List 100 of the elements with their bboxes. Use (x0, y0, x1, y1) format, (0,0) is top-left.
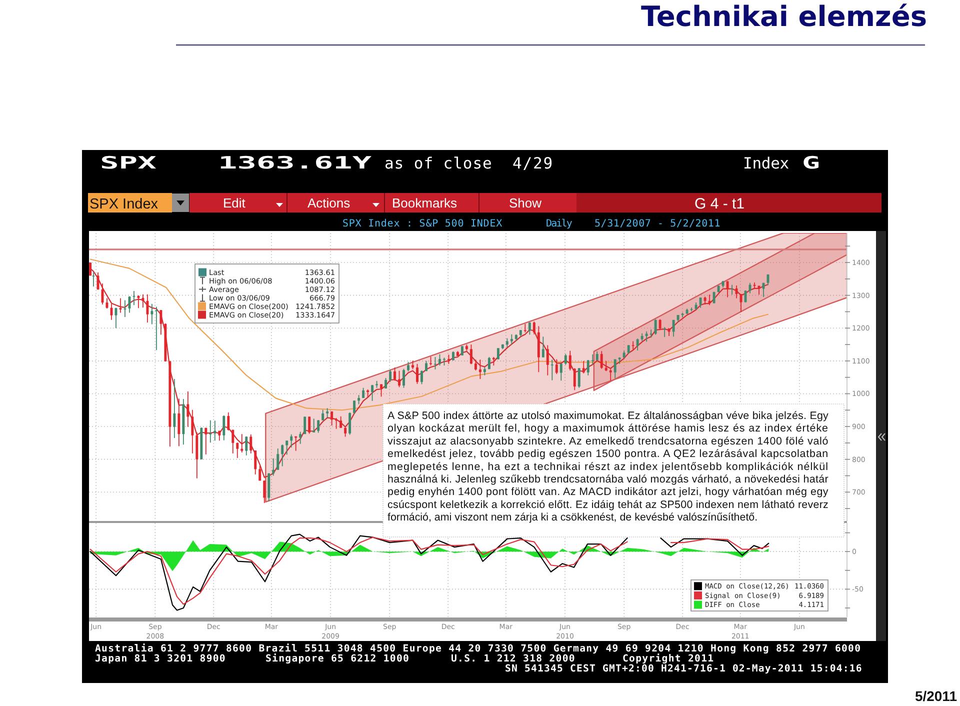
candlestick (614, 358, 616, 379)
text: SPX (100, 152, 156, 173)
candlestick (555, 358, 558, 374)
candlestick (542, 336, 544, 358)
candlestick (160, 310, 162, 336)
candlestick (344, 426, 347, 438)
line-series (90, 258, 769, 411)
text: G 4 - t1 (694, 196, 745, 212)
candlestick (600, 350, 603, 370)
candlestick (281, 444, 284, 467)
candlestick (371, 384, 374, 402)
text: Actions (308, 196, 351, 210)
candlestick (308, 416, 311, 434)
candlestick (492, 356, 495, 366)
candlestick (650, 328, 652, 338)
text: SN 541345 CEST GMT+2:00 H241-716-1 02-May-2011 15:04:16 (505, 664, 862, 674)
candlestick (150, 303, 154, 325)
candlestick (304, 416, 306, 435)
candlestick (322, 409, 324, 421)
text: Singapore 65 6212 1000 (266, 654, 410, 664)
candlestick (416, 363, 418, 384)
candlestick (546, 344, 549, 376)
candlestick (232, 429, 234, 454)
text: Daily (546, 218, 572, 230)
candlestick (654, 318, 657, 336)
candlestick (114, 307, 118, 329)
candlestick (196, 432, 198, 479)
candlestick (358, 394, 360, 405)
candlestick (209, 420, 212, 444)
candlestick (524, 323, 526, 333)
text: 5/2011 (914, 688, 958, 704)
candlestick (119, 298, 122, 314)
candlestick (348, 412, 352, 436)
text: U.S. 1 212 318 2000 (451, 654, 576, 664)
text: Copyright 2011 (622, 654, 714, 664)
candlestick (254, 450, 257, 475)
candlestick (582, 360, 585, 374)
candlestick (362, 387, 365, 398)
candlestick (645, 330, 648, 342)
candlestick (568, 350, 572, 371)
text: 5/31/2007 - 5/2/2011 (594, 218, 721, 230)
candlestick (276, 448, 280, 470)
candlestick (263, 480, 266, 504)
candlestick (155, 306, 158, 351)
candlestick (438, 354, 441, 366)
candlestick (420, 370, 423, 385)
candlestick (290, 434, 293, 448)
candlestick (335, 418, 338, 430)
candlestick (550, 359, 554, 381)
candlestick (394, 367, 396, 382)
candlestick (636, 338, 639, 351)
text: Edit (223, 196, 246, 210)
candlestick (272, 458, 275, 476)
candlestick (222, 414, 226, 441)
candlestick (178, 398, 180, 447)
candlestick (186, 390, 190, 428)
candlestick (478, 359, 482, 380)
candlestick (604, 360, 608, 372)
candlestick (312, 418, 316, 433)
candlestick (586, 359, 590, 376)
candlestick (110, 303, 113, 320)
candlestick (245, 436, 248, 456)
candlestick (573, 368, 576, 391)
candlestick (137, 294, 140, 309)
candlestick (124, 300, 126, 318)
candlestick (447, 354, 450, 364)
candlestick (474, 359, 477, 371)
candlestick (672, 319, 675, 338)
candlestick (146, 294, 149, 323)
candlestick (532, 321, 536, 335)
candlestick (128, 296, 131, 314)
text: Index (743, 154, 790, 172)
candlestick (460, 346, 464, 356)
candlestick (299, 431, 302, 444)
candlestick (578, 368, 580, 388)
candlestick (632, 340, 634, 350)
text: SPX Index (90, 196, 159, 212)
candlestick (340, 416, 342, 428)
candlestick (227, 412, 230, 431)
candlestick (250, 434, 252, 454)
candlestick (258, 465, 262, 482)
candlestick (191, 409, 194, 454)
candlestick (286, 440, 288, 456)
candlestick (89, 262, 92, 276)
candlestick (560, 363, 562, 382)
candlestick (663, 326, 666, 338)
candlestick (204, 427, 208, 455)
text: A S&P 500 index áttörte az utolsó maximumokat. Ez általánosságban véve bika jelzés. Egy olyan kockázat merült fel, hogy a maximumok áttörése hamis lesz és az index értéke visszajut az alacsonyabb szintekre. Az emelkedő trendcsatorna egészen 1400 fölé való emelkedést jelez, tovább pedig egészen 1500 pontra. A QE2 lezárásával kapcsolatban meglepetés lenne, ha ezt a technikai részt az index jelentősebb komplikációk nélkül használná ki. Jelenleg szűkebb trendcsatornába való mozgás várható, a növekedési határ pedig enyhén 1400 pont fölött van. Az MACD indikátor azt jelzi, hogy várhatóan még egy csúcspont keletkezik a korrekció előtt. Ez idáig tehát az SP500 indexen nem látható reverz formáció, ami viszont nem zárja ki a csökkenést, de kevésbé valószínűsíthető. (388, 410, 828, 524)
candlestick (402, 368, 405, 388)
candlestick (398, 370, 400, 388)
candlestick (353, 400, 356, 414)
candlestick (658, 318, 662, 331)
candlestick (407, 361, 410, 372)
candlestick (380, 384, 383, 398)
candlestick (326, 408, 329, 418)
candlestick (240, 434, 244, 453)
candlestick (330, 410, 334, 426)
candlestick (609, 368, 612, 382)
text: as of close (384, 154, 492, 172)
text: Bookmarks (392, 196, 458, 210)
